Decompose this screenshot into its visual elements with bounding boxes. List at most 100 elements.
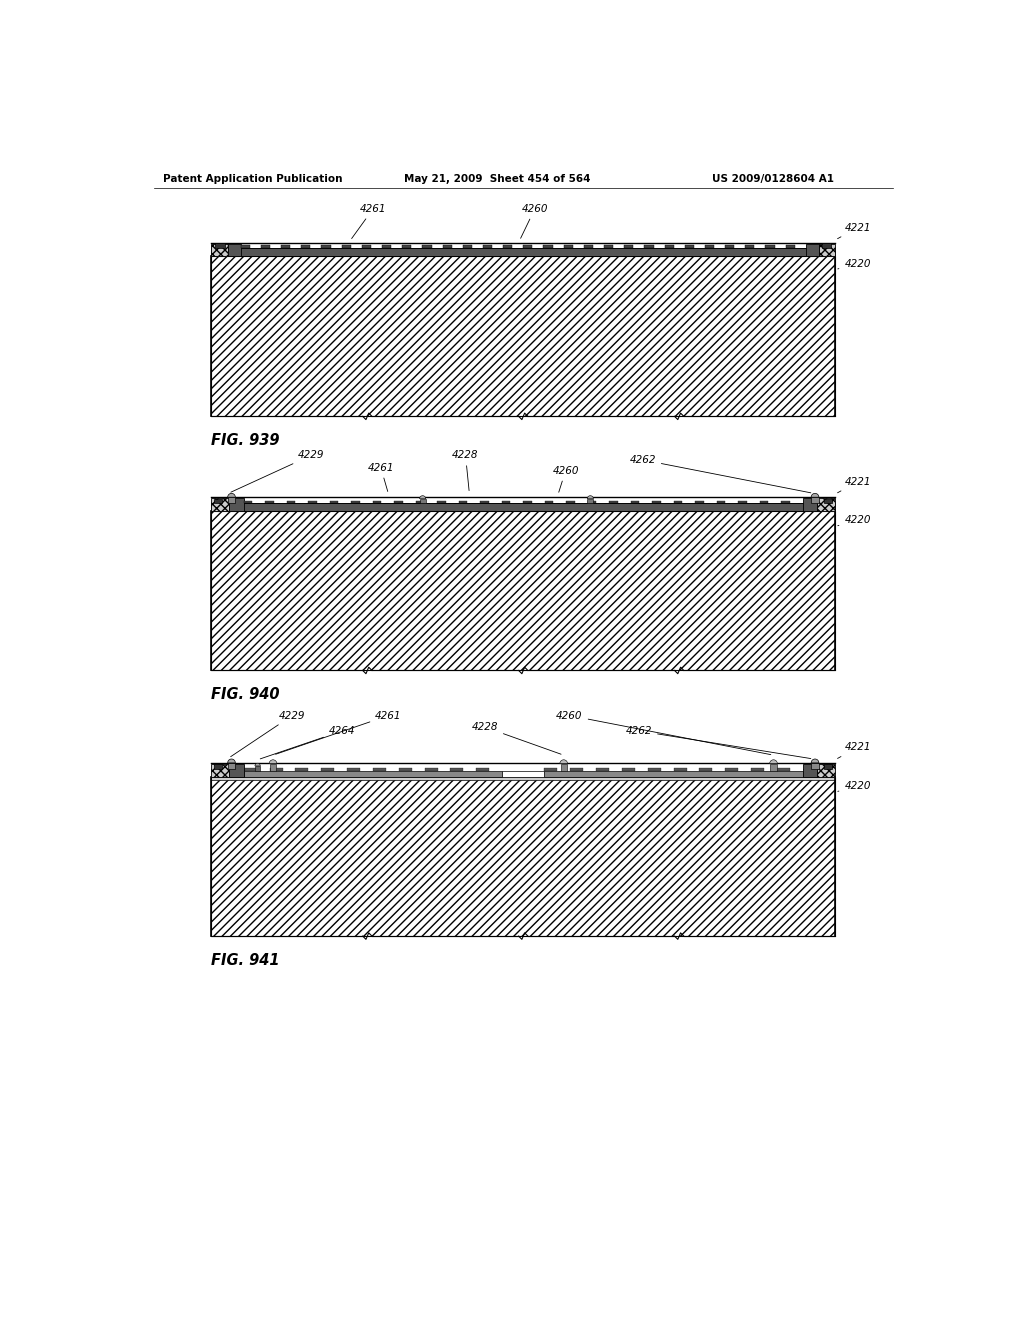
Bar (459, 500, 467, 503)
Text: 4220: 4220 (838, 515, 870, 525)
Text: FIG. 939: FIG. 939 (211, 433, 280, 449)
Bar (570, 768, 584, 771)
Bar (806, 244, 819, 256)
Bar (631, 500, 639, 503)
Wedge shape (811, 759, 819, 763)
Bar (483, 246, 493, 248)
Bar (588, 500, 596, 503)
Text: 4221: 4221 (838, 223, 870, 239)
Text: 4262: 4262 (630, 455, 811, 492)
Bar (644, 246, 653, 248)
Bar (738, 500, 746, 503)
Text: 4261: 4261 (351, 203, 386, 239)
Bar (227, 244, 241, 256)
Bar (822, 243, 831, 248)
Bar (301, 246, 310, 248)
Bar (211, 248, 836, 256)
Bar (214, 499, 222, 503)
Wedge shape (560, 760, 567, 763)
Bar (480, 500, 488, 503)
Bar (330, 500, 338, 503)
Bar (770, 763, 776, 771)
Bar (803, 498, 817, 511)
Text: 4262: 4262 (626, 726, 811, 759)
Bar (523, 500, 531, 503)
Bar (584, 246, 593, 248)
Bar (425, 768, 437, 771)
Bar (545, 771, 803, 776)
Bar (255, 766, 260, 771)
Bar (361, 246, 371, 248)
Bar (422, 246, 431, 248)
Bar (819, 244, 836, 256)
Wedge shape (420, 495, 426, 499)
Bar (503, 246, 512, 248)
Wedge shape (587, 495, 594, 499)
Bar (625, 246, 634, 248)
Bar (261, 246, 270, 248)
Bar (674, 500, 682, 503)
Bar (322, 768, 334, 771)
Bar (394, 500, 402, 503)
Bar (229, 498, 244, 511)
Bar (674, 768, 686, 771)
Bar (211, 776, 836, 936)
Bar (211, 503, 836, 511)
Bar (265, 500, 273, 503)
Bar (609, 500, 617, 503)
Wedge shape (227, 759, 236, 763)
Bar (545, 500, 553, 503)
Text: 4228: 4228 (453, 450, 479, 491)
Text: 4264: 4264 (260, 726, 355, 759)
Text: 4260: 4260 (556, 710, 771, 755)
Text: 4220: 4220 (838, 259, 870, 269)
Text: 4229: 4229 (230, 710, 305, 756)
Bar (373, 768, 386, 771)
Bar (665, 246, 674, 248)
Bar (604, 246, 613, 248)
Bar (437, 500, 445, 503)
Bar (652, 500, 660, 503)
Bar (803, 763, 817, 776)
Bar (725, 246, 734, 248)
Text: 4261: 4261 (368, 462, 394, 491)
Bar (451, 768, 463, 771)
Text: 4221: 4221 (838, 742, 870, 759)
Bar (777, 768, 790, 771)
Bar (211, 244, 227, 256)
Bar (351, 500, 359, 503)
Text: May 21, 2009  Sheet 454 of 564: May 21, 2009 Sheet 454 of 564 (403, 174, 591, 183)
Bar (544, 246, 553, 248)
Bar (241, 246, 250, 248)
Bar (244, 771, 502, 776)
Bar (824, 764, 833, 770)
Bar (811, 498, 819, 503)
Bar (699, 768, 713, 771)
Text: 4221: 4221 (838, 477, 870, 492)
Text: 4261: 4261 (275, 710, 401, 754)
Bar (781, 500, 790, 503)
Wedge shape (255, 763, 260, 766)
Bar (281, 246, 290, 248)
Bar (766, 246, 774, 248)
Bar (824, 499, 833, 503)
Bar (563, 246, 572, 248)
Text: 4228: 4228 (471, 722, 561, 754)
Bar (211, 511, 836, 671)
Bar (545, 768, 557, 771)
Text: US 2009/0128604 A1: US 2009/0128604 A1 (712, 174, 834, 183)
Bar (342, 246, 351, 248)
Bar (227, 498, 236, 503)
Bar (463, 246, 472, 248)
Bar (211, 776, 836, 780)
Bar (745, 246, 755, 248)
Bar (717, 500, 725, 503)
Bar (402, 246, 412, 248)
Bar (227, 763, 236, 770)
Bar (566, 500, 574, 503)
Bar (211, 763, 229, 776)
Text: 4229: 4229 (230, 450, 325, 492)
Wedge shape (811, 494, 819, 498)
Bar (295, 768, 308, 771)
Bar (648, 768, 660, 771)
